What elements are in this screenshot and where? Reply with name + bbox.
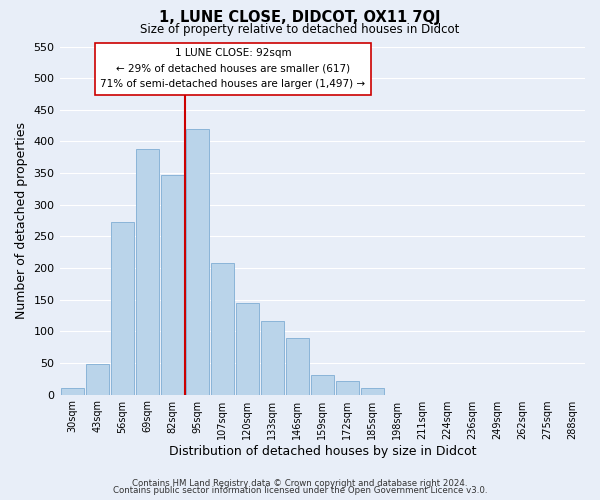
Y-axis label: Number of detached properties: Number of detached properties <box>15 122 28 319</box>
Bar <box>185 129 209 394</box>
Bar <box>286 338 309 394</box>
Text: 1 LUNE CLOSE: 92sqm
← 29% of detached houses are smaller (617)
71% of semi-detac: 1 LUNE CLOSE: 92sqm ← 29% of detached ho… <box>100 48 365 90</box>
Bar <box>361 388 384 394</box>
X-axis label: Distribution of detached houses by size in Didcot: Distribution of detached houses by size … <box>169 444 476 458</box>
Bar <box>336 380 359 394</box>
Bar <box>86 364 109 394</box>
Bar <box>136 149 158 394</box>
Bar <box>161 175 184 394</box>
Text: 1, LUNE CLOSE, DIDCOT, OX11 7QJ: 1, LUNE CLOSE, DIDCOT, OX11 7QJ <box>159 10 441 25</box>
Text: Contains public sector information licensed under the Open Government Licence v3: Contains public sector information licen… <box>113 486 487 495</box>
Text: Size of property relative to detached houses in Didcot: Size of property relative to detached ho… <box>140 22 460 36</box>
Bar <box>236 303 259 394</box>
Bar <box>311 375 334 394</box>
Text: Contains HM Land Registry data © Crown copyright and database right 2024.: Contains HM Land Registry data © Crown c… <box>132 478 468 488</box>
Bar <box>261 320 284 394</box>
Bar <box>211 263 233 394</box>
Bar <box>110 222 134 394</box>
Bar <box>61 388 83 394</box>
